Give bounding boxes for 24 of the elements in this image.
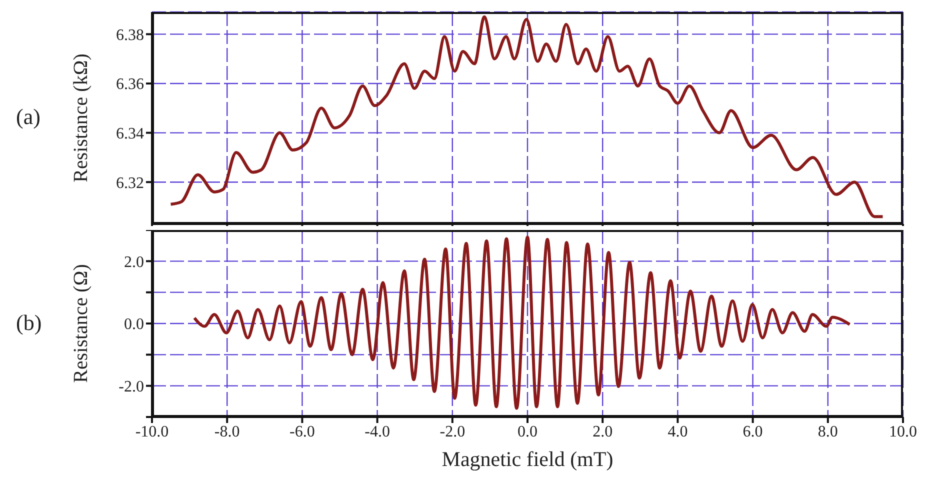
x-tick-label: 10.0 [889, 423, 917, 440]
line-series [192, 236, 852, 410]
text: (b) [16, 310, 42, 336]
y-tick-label: 0.0 [124, 316, 144, 334]
x-tick-label: 8.0 [818, 423, 838, 440]
y-tick-label: -2.0 [118, 378, 144, 396]
x-tick-label: -8.0 [214, 423, 240, 440]
x-tick-label: 6.0 [742, 423, 763, 440]
y-tick-label: 2.0 [124, 254, 144, 271]
y-tick-label: 6.32 [116, 174, 144, 192]
x-axis-title: Magnetic field (mT) [442, 447, 614, 471]
x-tick-label: -10.0 [135, 423, 169, 440]
text: (a) [16, 104, 40, 130]
x-tick-label: -6.0 [290, 423, 315, 440]
x-tick-label: 0.0 [518, 423, 538, 440]
x-tick-label: 4.0 [668, 423, 688, 440]
x-tick-label: -4.0 [364, 423, 390, 440]
x-tick-label: 2.0 [592, 423, 613, 440]
x-tick-label: -2.0 [440, 423, 466, 440]
y-tick-label: 6.36 [116, 76, 144, 94]
y-axis-title: Resistance (kΩ) [70, 54, 92, 182]
y-axis-title: Resistance (Ω) [70, 264, 92, 383]
y-tick-label: 6.38 [116, 26, 144, 44]
y-tick-label: 6.34 [116, 125, 144, 142]
